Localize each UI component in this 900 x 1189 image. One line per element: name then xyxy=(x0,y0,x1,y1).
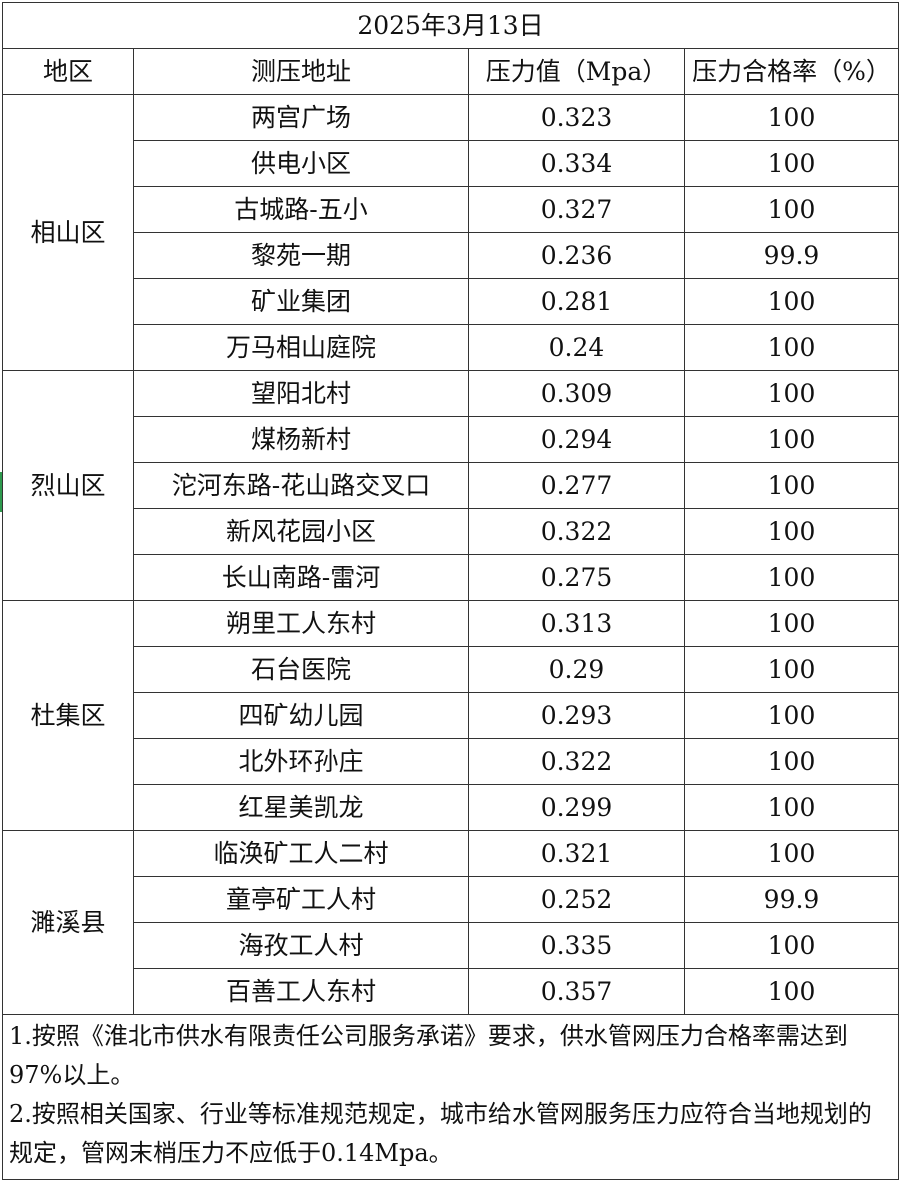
pressure-cell: 0.313 xyxy=(468,600,685,647)
table-row: 童亭矿工人村 0.252 99.9 xyxy=(3,876,900,923)
address-cell: 海孜工人村 xyxy=(133,922,469,969)
address-cell: 百善工人东村 xyxy=(133,968,469,1015)
table-row: 长山南路-雷河 0.275 100 xyxy=(3,554,900,601)
address-cell: 红星美凯龙 xyxy=(133,784,469,831)
rate-cell: 100 xyxy=(683,922,900,969)
table-row: 四矿幼儿园 0.293 100 xyxy=(3,692,900,739)
address-cell: 两宫广场 xyxy=(133,94,469,141)
pressure-cell: 0.335 xyxy=(468,922,685,969)
pressure-cell: 0.277 xyxy=(468,462,685,509)
table-row: 相山区 两宫广场 0.323 100 xyxy=(2,94,900,371)
address-cell: 沱河东路-花山路交叉口 xyxy=(133,462,469,509)
table-row: 矿业集团 0.281 100 xyxy=(3,278,900,325)
selection-marker xyxy=(0,472,2,512)
table-row: 煤杨新村 0.294 100 xyxy=(3,416,900,463)
pressure-cell: 0.293 xyxy=(468,692,685,739)
rate-cell: 100 xyxy=(683,140,900,187)
pressure-cell: 0.357 xyxy=(468,968,685,1015)
rate-cell: 100 xyxy=(683,508,900,555)
rate-cell: 99.9 xyxy=(683,232,900,279)
pressure-cell: 0.252 xyxy=(468,876,685,923)
table-row: 供电小区 0.334 100 xyxy=(3,140,900,187)
pressure-cell: 0.322 xyxy=(468,508,685,555)
region-cell: 杜集区 xyxy=(2,600,134,831)
table-row: 杜集区 朔里工人东村 0.313 100 xyxy=(2,600,900,831)
address-cell: 供电小区 xyxy=(133,140,469,187)
address-cell: 万马相山庭院 xyxy=(133,324,469,371)
address-cell: 古城路-五小 xyxy=(133,186,469,233)
table-row: 百善工人东村 0.357 100 xyxy=(3,968,900,1015)
header-pressure: 压力值（Mpa） xyxy=(468,48,685,95)
address-cell: 黎苑一期 xyxy=(133,232,469,279)
rate-cell: 100 xyxy=(683,968,900,1015)
address-cell: 石台医院 xyxy=(133,646,469,693)
pressure-cell: 0.327 xyxy=(468,186,685,233)
rate-cell: 100 xyxy=(683,738,900,785)
pressure-cell: 0.236 xyxy=(468,232,685,279)
table-row: 沱河东路-花山路交叉口 0.277 100 xyxy=(3,462,900,509)
notes-cell: 1.按照《淮北市供水有限责任公司服务承诺》要求，供水管网压力合格率需达到97%以… xyxy=(1,1014,900,1180)
table-row: 濉溪县 临涣矿工人二村 0.321 100 xyxy=(2,830,900,1015)
rate-cell: 100 xyxy=(683,784,900,831)
header-address: 测压地址 xyxy=(133,48,469,95)
table-row: 红星美凯龙 0.299 100 xyxy=(3,784,900,831)
pressure-cell: 0.299 xyxy=(468,784,685,831)
pressure-cell: 0.24 xyxy=(468,324,685,371)
table-row: 北外环孙庄 0.322 100 xyxy=(3,738,900,785)
table-title: 2025年3月13日 xyxy=(1,2,900,49)
note-text: 2.按照相关国家、行业等标准规范规定，城市给水管网服务压力应符合当地规划的规定，… xyxy=(9,1100,872,1167)
rate-cell: 100 xyxy=(683,600,900,647)
note-text: 1.按照《淮北市供水有限责任公司服务承诺》要求，供水管网压力合格率需达到97%以… xyxy=(9,1022,848,1089)
pressure-cell: 0.309 xyxy=(468,370,685,417)
header-rate: 压力合格率（%） xyxy=(683,48,900,95)
rate-cell: 100 xyxy=(683,646,900,693)
region-cell: 相山区 xyxy=(2,94,134,371)
rate-cell: 100 xyxy=(683,278,900,325)
table-row: 烈山区 望阳北村 0.309 100 xyxy=(2,370,900,601)
address-cell: 四矿幼儿园 xyxy=(133,692,469,739)
address-cell: 望阳北村 xyxy=(133,370,469,417)
address-cell: 朔里工人东村 xyxy=(133,600,469,647)
table-row: 新风花园小区 0.322 100 xyxy=(3,508,900,555)
address-cell: 北外环孙庄 xyxy=(133,738,469,785)
pressure-cell: 0.275 xyxy=(468,554,685,601)
table-row: 海孜工人村 0.335 100 xyxy=(3,922,900,969)
rate-cell: 100 xyxy=(683,830,900,877)
rate-cell: 100 xyxy=(683,692,900,739)
address-cell: 矿业集团 xyxy=(133,278,469,325)
pressure-cell: 0.281 xyxy=(468,278,685,325)
table-row: 古城路-五小 0.327 100 xyxy=(3,186,900,233)
table-row: 黎苑一期 0.236 99.9 xyxy=(3,232,900,279)
pressure-cell: 0.322 xyxy=(468,738,685,785)
rate-cell: 100 xyxy=(683,186,900,233)
table-row: 万马相山庭院 0.24 100 xyxy=(3,324,900,371)
address-cell: 长山南路-雷河 xyxy=(133,554,469,601)
region-cell: 烈山区 xyxy=(2,370,134,601)
rate-cell: 100 xyxy=(683,370,900,417)
pressure-cell: 0.294 xyxy=(468,416,685,463)
table-row: 石台医院 0.29 100 xyxy=(3,646,900,693)
rate-cell: 99.9 xyxy=(683,876,900,923)
rate-cell: 100 xyxy=(683,462,900,509)
pressure-cell: 0.29 xyxy=(468,646,685,693)
address-cell: 临涣矿工人二村 xyxy=(133,830,469,877)
address-cell: 童亭矿工人村 xyxy=(133,876,469,923)
region-cell: 濉溪县 xyxy=(2,830,134,1015)
rate-cell: 100 xyxy=(683,554,900,601)
pressure-cell: 0.334 xyxy=(468,140,685,187)
rate-cell: 100 xyxy=(683,324,900,371)
header-region: 地区 xyxy=(2,48,134,95)
address-cell: 煤杨新村 xyxy=(133,416,469,463)
address-cell: 新风花园小区 xyxy=(133,508,469,555)
pressure-cell: 0.323 xyxy=(468,94,685,141)
rate-cell: 100 xyxy=(683,94,900,141)
pressure-cell: 0.321 xyxy=(468,830,685,877)
rate-cell: 100 xyxy=(683,416,900,463)
